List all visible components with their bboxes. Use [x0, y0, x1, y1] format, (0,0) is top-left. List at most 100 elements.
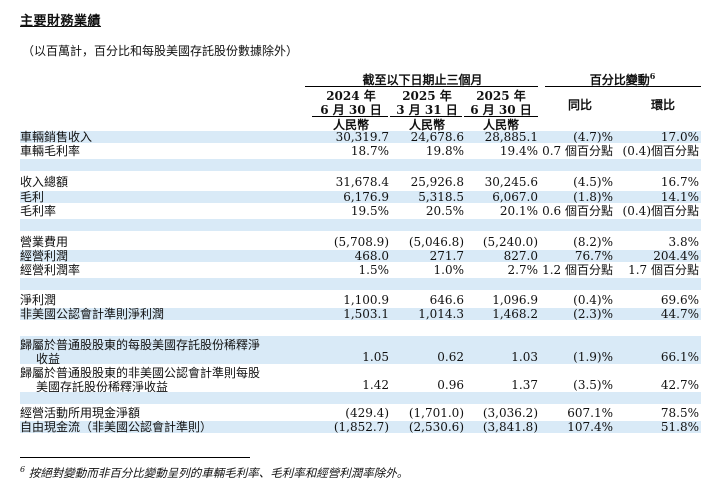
row-label: 毛利: [20, 190, 45, 204]
footnote-rule: [20, 457, 250, 458]
qoq-header: 環比: [650, 98, 675, 112]
footnote-text: 按絕對變動而非百分比變動呈列的車輛毛利率、毛利率和經營利潤率除外。: [28, 466, 409, 480]
col1-date: 6 月 30 日: [320, 103, 382, 117]
table-row: 經營利潤 468.0 271.7 827.0 76.7% 204.4%: [20, 249, 701, 263]
date-rule-1: [312, 116, 388, 117]
cell-2025q1: 1.0%: [433, 263, 465, 277]
table-row: 自由現金流（非美國公認會計準則） (1,852.7) (2,530.6) (3,…: [20, 420, 701, 434]
row-label-continued: 美國存託股份稀釋淨收益: [36, 380, 169, 394]
cell-2025q1: (2,530.6): [408, 420, 464, 434]
row-label: 收入總額: [20, 175, 69, 189]
cell-2025q1: 0.62: [437, 350, 464, 364]
cell-qoq: (0.4)個百分點: [622, 144, 699, 158]
spacer-row: [20, 159, 701, 171]
cell-qoq: 14.1%: [660, 190, 699, 204]
cell-yoy: 607.1%: [567, 406, 613, 420]
units-note: （以百萬計，百分比和每股美國存託股份數據除外）: [22, 44, 299, 58]
cell-2025q1: 271.7: [429, 249, 464, 263]
cell-2025q2: (5,240.0): [482, 235, 538, 249]
row-label: 非美國公認會計準則淨利潤: [20, 307, 165, 321]
cell-2025q2: 28,885.1: [484, 130, 538, 144]
cell-2024q2: (429.4): [345, 406, 389, 420]
row-label: 自由現金流（非美國公認會計準則）: [20, 420, 213, 434]
cell-yoy: (8.2)%: [573, 235, 613, 249]
cell-qoq: 16.7%: [660, 175, 699, 189]
currency-col2: 人民幣: [408, 118, 445, 132]
cell-qoq: 42.7%: [660, 378, 699, 392]
cell-qoq: (0.4)個百分點: [622, 204, 699, 218]
col3-year: 2025 年: [476, 89, 526, 103]
row-label: 經營利潤率: [20, 263, 81, 277]
cell-qoq: 69.6%: [660, 293, 699, 307]
date-rule-3: [464, 116, 538, 117]
cell-2024q2: 19.5%: [350, 204, 389, 218]
table-row: 營業費用 (5,708.9) (5,046.8) (5,240.0) (8.2)…: [20, 235, 701, 249]
table-row: 淨利潤 1,100.9 646.6 1,096.9 (0.4)% 69.6%: [20, 293, 701, 307]
cell-qoq: 17.0%: [660, 130, 699, 144]
period-group-label: 截至以下日期止三個月: [362, 73, 483, 87]
spacer-row: [20, 392, 701, 404]
cell-2024q2: 6,176.9: [343, 190, 389, 204]
row-label: 營業費用: [20, 235, 69, 249]
table-row: 歸屬於普通股股東的非美國公認會計準則每股 美國存託股份稀釋淨收益 1.42 0.…: [20, 364, 701, 394]
table-row: 歸屬於普通股股東的每股美國存託股份稀釋淨 收益 1.05 0.62 1.03 (…: [20, 336, 701, 366]
cell-2024q2: 31,678.4: [335, 175, 389, 189]
cell-yoy: (4.7)%: [573, 130, 613, 144]
cell-2025q2: 30,245.6: [484, 175, 538, 189]
cell-yoy: 107.4%: [567, 420, 613, 434]
header-rule-left: [305, 86, 538, 87]
cell-2024q2: 468.0: [354, 249, 389, 263]
row-label: 毛利率: [20, 204, 57, 218]
cell-2025q1: (1,701.0): [408, 406, 464, 420]
cell-2025q2: 20.1%: [499, 204, 538, 218]
cell-qoq: 204.4%: [653, 249, 699, 263]
header-rule-right: [545, 86, 701, 87]
cell-2025q1: 646.6: [429, 293, 464, 307]
cell-yoy: (2.3)%: [573, 307, 613, 321]
table-row: 毛利率 19.5% 20.5% 20.1% 0.6 個百分點 (0.4)個百分點: [20, 204, 701, 218]
cell-yoy: (1.9)%: [573, 350, 613, 364]
table-row: 車輛銷售收入 30,319.7 24,678.6 28,885.1 (4.7)%…: [20, 130, 701, 144]
cell-qoq: 51.8%: [660, 420, 699, 434]
cell-2024q2: (5,708.9): [333, 235, 389, 249]
table-row: 毛利 6,176.9 5,318.5 6,067.0 (1.8)% 14.1%: [20, 190, 701, 204]
cell-yoy: (3.5)%: [573, 378, 613, 392]
cell-qoq: 1.7 個百分點: [628, 263, 699, 277]
cell-2025q2: 1.37: [511, 378, 538, 392]
cell-qoq: 66.1%: [660, 350, 699, 364]
footnote-mark: 6: [649, 71, 656, 81]
col2-year: 2025 年: [402, 89, 452, 103]
spacer-row: [20, 278, 701, 290]
cell-2025q1: 1,014.3: [418, 307, 464, 321]
cell-2024q2: 30,319.7: [335, 130, 389, 144]
row-label: 經營利潤: [20, 249, 69, 263]
cell-2024q2: 1,503.1: [343, 307, 389, 321]
col2-date: 3 月 31 日: [396, 103, 458, 117]
date-rule-2: [390, 116, 462, 117]
row-label: 車輛毛利率: [20, 144, 81, 158]
col3-date: 6 月 30 日: [470, 103, 532, 117]
cell-2024q2: 1,100.9: [343, 293, 389, 307]
spacer-row: [20, 219, 701, 231]
cell-2025q2: 827.0: [503, 249, 538, 263]
cell-2025q2: 6,067.0: [492, 190, 538, 204]
cell-2025q2: 1.03: [511, 350, 538, 364]
cell-yoy: (4.5)%: [573, 175, 613, 189]
cell-yoy: (1.8)%: [573, 190, 613, 204]
period-group-header: 截至以下日期止三個月: [305, 71, 540, 88]
cell-2025q2: 1,096.9: [492, 293, 538, 307]
cell-2025q2: 19.4%: [499, 144, 538, 158]
footnote-mark: 6: [20, 465, 26, 475]
row-label: 車輛銷售收入: [20, 130, 93, 144]
col1-year: 2024 年: [326, 89, 376, 103]
cell-2024q2: 1.5%: [358, 263, 390, 277]
table-row: 非美國公認會計準則淨利潤 1,503.1 1,014.3 1,468.2 (2.…: [20, 307, 701, 321]
cell-qoq: 3.8%: [668, 235, 700, 249]
cell-2025q2: 2.7%: [507, 263, 539, 277]
cell-yoy: 0.6 個百分點: [542, 204, 613, 218]
yoy-header: 同比: [567, 98, 592, 112]
cell-2025q1: 24,678.6: [410, 130, 464, 144]
cell-2025q1: 25,926.8: [410, 175, 464, 189]
cell-2025q2: (3,841.8): [482, 420, 538, 434]
row-label-continued: 收益: [36, 352, 61, 366]
